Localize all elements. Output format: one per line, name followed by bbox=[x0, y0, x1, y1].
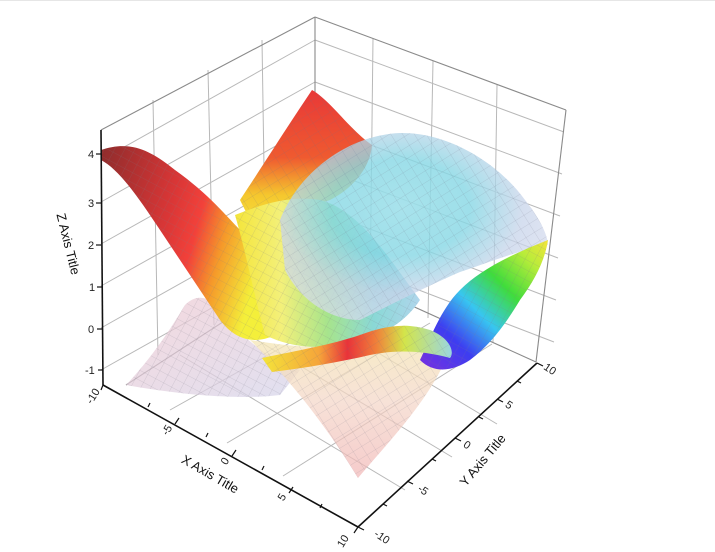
window-top-border bbox=[0, 0, 715, 1]
x-axis-title: X Axis Title bbox=[179, 452, 242, 497]
y-tick-5: 5 bbox=[503, 399, 515, 412]
z-axis: 4 3 2 1 0 -1 Z Axis Title bbox=[53, 129, 104, 386]
y-tick-neg10: -10 bbox=[372, 528, 392, 547]
y-tick-0: 0 bbox=[461, 439, 473, 452]
x-tick-0: 0 bbox=[219, 456, 232, 468]
y-tick-10: 10 bbox=[541, 361, 558, 378]
y-axis-title: Y Axis Title bbox=[456, 431, 508, 489]
x-tick-10: 10 bbox=[335, 533, 352, 550]
x-tick-5: 5 bbox=[276, 492, 289, 504]
z-tick-2: 2 bbox=[88, 240, 94, 252]
z-axis-title: Z Axis Title bbox=[53, 212, 83, 277]
y-tick-neg5: -5 bbox=[415, 483, 430, 498]
z-tick-neg1: -1 bbox=[85, 365, 95, 377]
z-tick-0: 0 bbox=[88, 324, 94, 336]
z-tick-1: 1 bbox=[89, 282, 95, 294]
z-tick-4: 4 bbox=[88, 149, 94, 161]
z-tick-3: 3 bbox=[88, 198, 94, 210]
x-tick-neg5: -5 bbox=[160, 423, 175, 438]
x-tick-neg10: -10 bbox=[84, 386, 103, 406]
surface-plot bbox=[101, 90, 548, 478]
